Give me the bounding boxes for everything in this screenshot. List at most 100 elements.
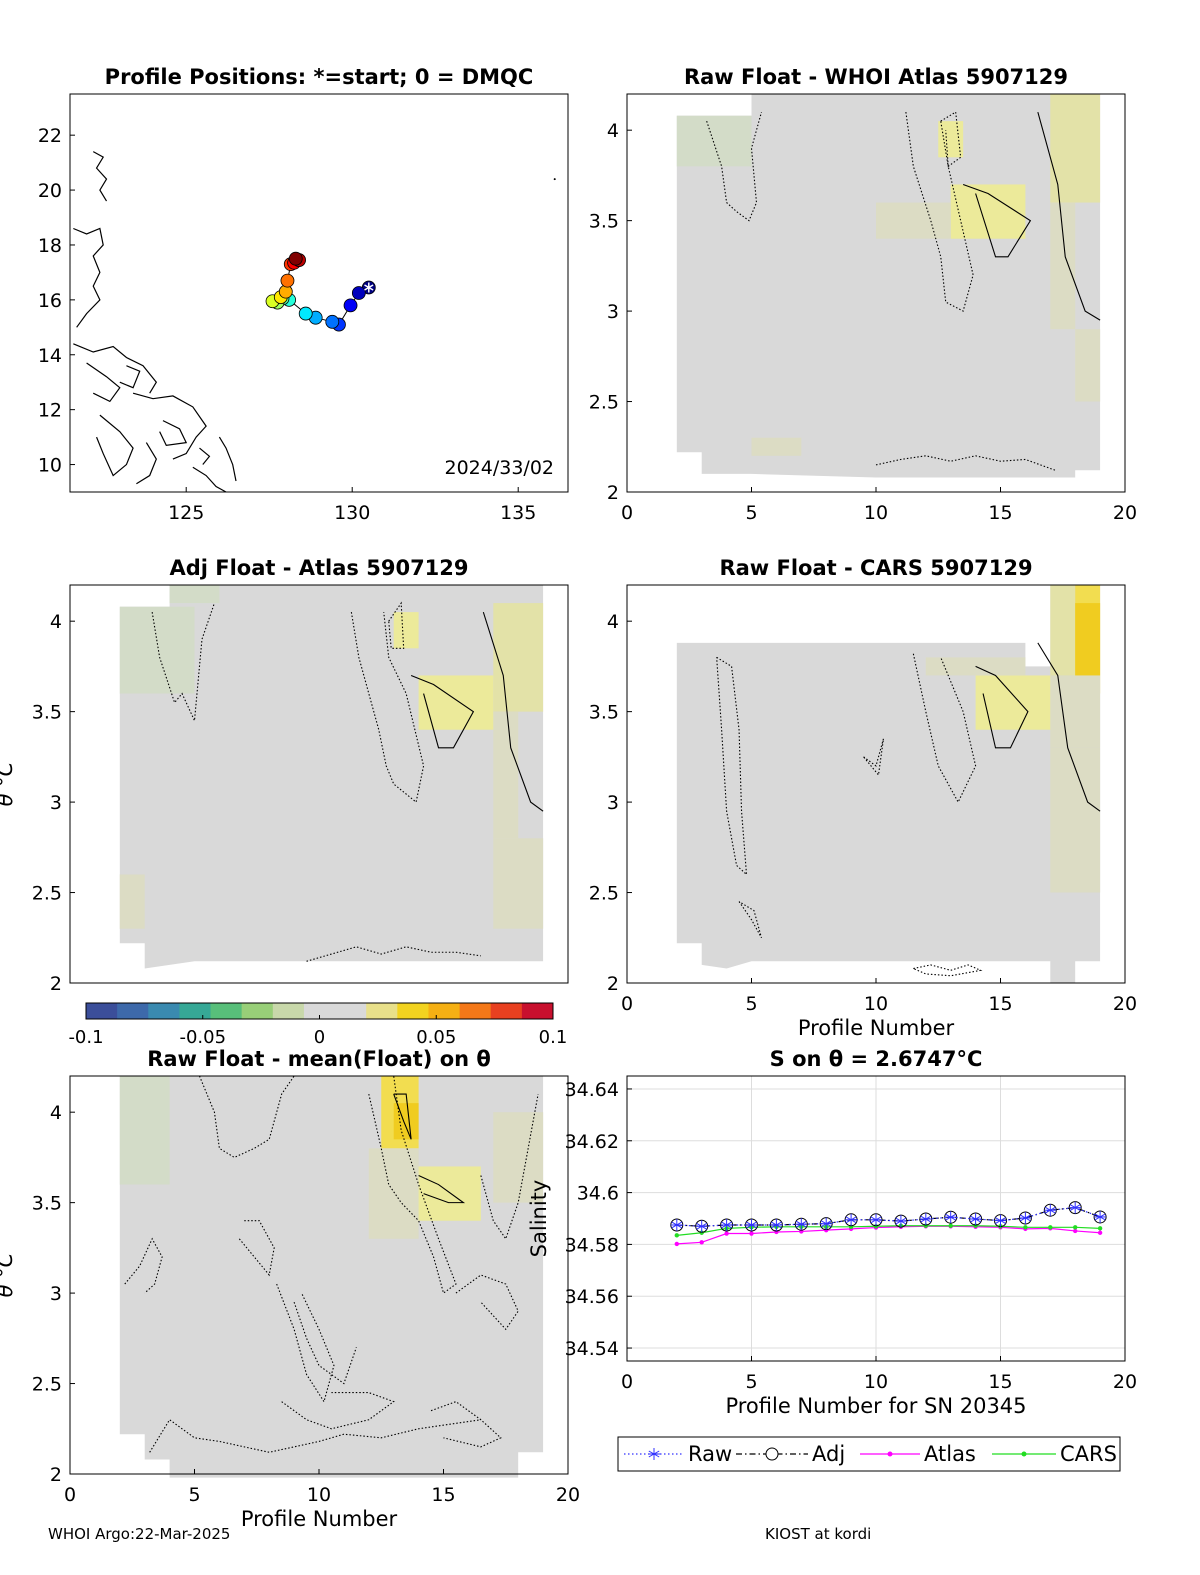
colorbar-segment	[303, 1003, 336, 1019]
raw_mean-xtick-label: 5	[188, 1484, 200, 1506]
salinity-raw-point	[1094, 1210, 1107, 1223]
raw_mean-contour	[149, 1418, 481, 1453]
map-profile-point	[343, 298, 358, 313]
adj_atlas-cell	[169, 585, 220, 604]
adj_atlas-contour	[388, 601, 405, 649]
legend-label-raw: Raw	[688, 1442, 732, 1466]
raw_whoi-cell	[938, 121, 964, 158]
raw_cars-cell	[1050, 675, 1101, 748]
salinity-xtick-label: 0	[621, 1371, 633, 1393]
raw_cars-ytick-label: 3	[607, 792, 619, 814]
salinity-raw-point	[845, 1213, 858, 1226]
raw_mean-contour	[418, 1174, 466, 1204]
salinity-raw-point	[720, 1218, 733, 1231]
salinity-ytick-label: 34.64	[565, 1079, 619, 1101]
adj_atlas-cell	[393, 612, 419, 649]
raw_mean-contour	[276, 1283, 335, 1403]
raw_cars-contour	[913, 964, 983, 977]
colorbar-segment	[86, 1003, 118, 1019]
raw_cars-ytick-label: 2	[607, 973, 619, 995]
colorbar-segment	[428, 1003, 461, 1019]
colorbar-segment	[335, 1003, 367, 1019]
raw_whoi-contour	[875, 455, 1056, 471]
colorbar-segment	[272, 1003, 305, 1019]
raw_whoi-xtick-label: 20	[1113, 502, 1137, 524]
salinity-title: S on θ = 2.6747°C	[770, 1047, 983, 1071]
raw_mean-contour	[430, 1401, 502, 1448]
map-xtick-label: 135	[500, 502, 536, 524]
legend-marker	[765, 1447, 779, 1461]
raw_cars-contour	[716, 656, 748, 876]
raw_mean-contour	[238, 1220, 275, 1277]
salinity-ytick-label: 34.62	[565, 1131, 619, 1153]
salinity-ytick-label: 34.6	[577, 1183, 619, 1205]
map-xtick-label: 125	[168, 502, 204, 524]
raw_cars-field	[676, 585, 1101, 983]
legend-marker	[887, 1451, 893, 1457]
colorbar-segment	[210, 1003, 243, 1019]
salinity-atlas-point	[724, 1231, 729, 1236]
coast-segment	[192, 466, 227, 493]
salinity-raw-point	[745, 1218, 758, 1231]
salinity-xlabel: Profile Number for SN 20345	[725, 1394, 1026, 1418]
raw_whoi-field	[676, 94, 1101, 478]
salinity-raw-point	[1019, 1211, 1032, 1224]
raw_mean-contour	[480, 1093, 539, 1241]
raw_cars-contour	[975, 665, 1029, 749]
raw_mean-field	[119, 1076, 544, 1478]
map-frame	[69, 93, 569, 493]
raw_whoi-ytick-label: 2	[607, 482, 619, 504]
salinity-atlas-point	[674, 1241, 679, 1247]
colorbar-segment	[179, 1003, 212, 1019]
raw_cars-xtick-label: 0	[621, 993, 633, 1015]
map-coastline	[73, 151, 237, 493]
coast-segment	[73, 227, 104, 328]
coast-segment	[136, 442, 157, 485]
adj_atlas-ytick-label: 3.5	[32, 702, 62, 724]
raw_mean-ytick-label: 2.5	[32, 1374, 62, 1396]
map-profile-point	[351, 286, 366, 300]
map-island-dot	[553, 178, 556, 181]
map-ytick-label: 12	[38, 400, 62, 422]
adj_atlas-title: Adj Float - Atlas 5907129	[169, 556, 468, 580]
coast-segment	[132, 392, 207, 460]
raw_mean-title: Raw Float - mean(Float) on θ	[147, 1047, 491, 1071]
raw_mean-contour	[124, 1237, 163, 1294]
adj_atlas-contour	[151, 602, 215, 723]
raw_cars-ytick-label: 3.5	[589, 702, 619, 724]
raw_cars-xtick-label: 10	[864, 993, 888, 1015]
salinity-xtick-label: 10	[864, 1371, 888, 1393]
raw_whoi-ytick-label: 3.5	[589, 211, 619, 233]
colorbar-tick-label: 0	[314, 1027, 325, 1048]
colorbar-tick-label: -0.05	[179, 1027, 226, 1048]
map-ytick-label: 16	[38, 290, 62, 312]
raw_cars-cell	[1050, 747, 1101, 893]
salinity-cars-point	[1048, 1225, 1053, 1230]
coast-segment	[96, 414, 134, 477]
raw_mean-field-area	[119, 1076, 544, 1478]
salinity-cars-point	[674, 1233, 679, 1238]
raw_whoi-cell	[1050, 94, 1101, 203]
raw_whoi-xtick-label: 5	[745, 502, 757, 524]
raw_cars-ytick-label: 4	[607, 611, 619, 633]
raw_mean-contour	[198, 1075, 295, 1159]
raw_mean-xtick-label: 15	[431, 1484, 455, 1506]
salinity-cars-point	[1097, 1226, 1103, 1231]
raw_cars-xtick-label: 15	[988, 993, 1012, 1015]
coast-segment	[119, 365, 141, 389]
raw_whoi-xtick-label: 0	[621, 502, 633, 524]
map-ytick-label: 18	[38, 235, 62, 257]
adj_atlas-ytick-label: 3	[50, 792, 62, 814]
raw_mean-xtick-label: 0	[64, 1484, 76, 1506]
raw_whoi-ytick-label: 2.5	[589, 392, 619, 414]
salinity-series-atlas-line	[676, 1225, 1101, 1245]
adj_atlas-contour	[482, 611, 544, 812]
legend-label-adj: Adj	[812, 1442, 845, 1466]
salinity-xtick-label: 5	[745, 1371, 757, 1393]
raw_mean-ytick-label: 4	[50, 1102, 62, 1124]
star-stroke	[364, 284, 374, 291]
salinity-raw-point	[944, 1211, 957, 1224]
raw_whoi-contour	[1037, 111, 1101, 321]
salinity-ytick-label: 34.56	[565, 1286, 619, 1308]
colorbar-segment	[241, 1003, 274, 1019]
